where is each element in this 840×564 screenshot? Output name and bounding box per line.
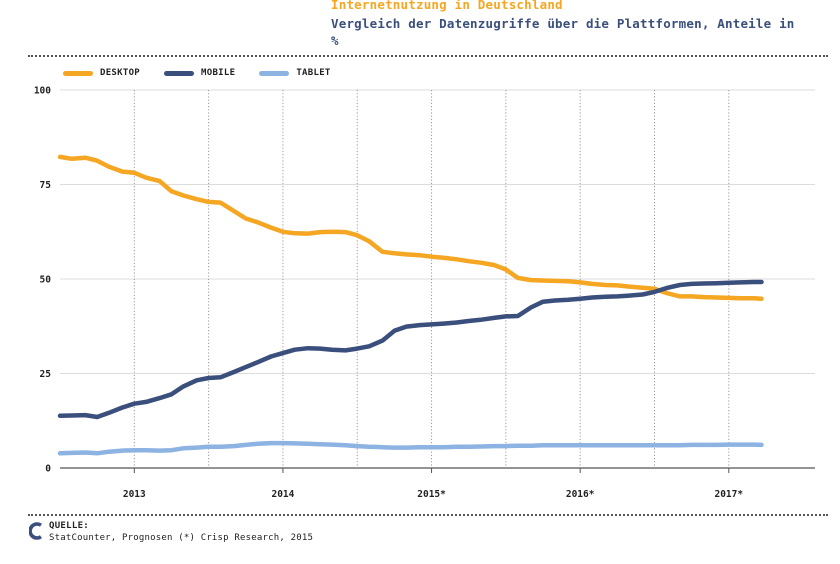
x-tick-label: 2015* xyxy=(417,489,446,500)
y-tick-label: 0 xyxy=(45,464,51,475)
legend-label-tablet: TABLET xyxy=(296,68,331,78)
bottom-divider xyxy=(28,514,828,516)
series-line-mobile xyxy=(57,279,764,420)
x-tick-label: 2016* xyxy=(566,489,595,500)
legend-swatch-tablet xyxy=(259,70,290,76)
y-tick-label: 75 xyxy=(40,180,52,191)
legend-label-mobile: MOBILE xyxy=(201,68,236,78)
x-tick-label: 2014 xyxy=(271,489,294,500)
legend-swatch-desktop xyxy=(63,70,93,76)
y-tick-label: 50 xyxy=(40,275,52,286)
chart-title: Internetnutzung in Deutschland xyxy=(331,0,563,12)
crisp-logo-icon xyxy=(29,522,43,540)
chart-subtitle: Vergleich der Datenzugriffe über die Pla… xyxy=(331,16,795,48)
top-divider xyxy=(28,55,828,57)
source-label: QUELLE: xyxy=(49,521,90,531)
y-tick-label: 25 xyxy=(40,369,52,380)
legend-swatch-mobile xyxy=(164,70,195,76)
legend-item-mobile: MOBILE xyxy=(164,68,235,78)
legend-item-tablet: TABLET xyxy=(259,68,330,78)
legend: DESKTOP MOBILE TABLET xyxy=(63,68,355,78)
source-text: StatCounter, Prognosen (*) Crisp Researc… xyxy=(49,533,314,543)
legend-item-desktop: DESKTOP xyxy=(63,68,140,78)
x-tick-label: 2017* xyxy=(714,489,743,500)
x-tick-label: 2013 xyxy=(123,489,146,500)
legend-label-desktop: DESKTOP xyxy=(100,68,141,78)
series-line-tablet xyxy=(57,440,764,456)
y-tick-label: 100 xyxy=(34,86,51,97)
series-line-desktop xyxy=(57,154,764,301)
